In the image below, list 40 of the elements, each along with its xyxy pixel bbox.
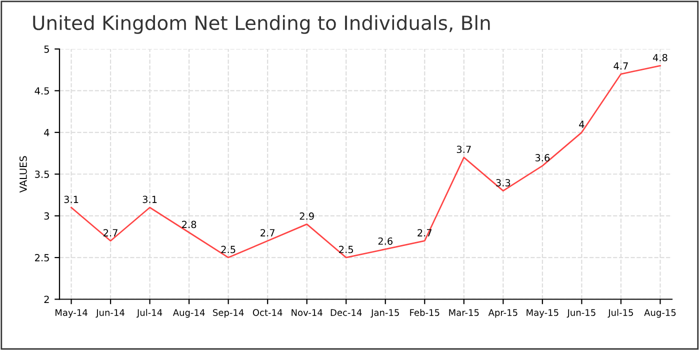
data-label: 3.1 — [142, 196, 157, 204]
chart-title: United Kingdom Net Lending to Individuals, Bln — [33, 15, 490, 34]
data-label: 3.6 — [535, 154, 550, 162]
data-label: 2.6 — [378, 237, 392, 245]
x-tick-label: May-14 — [56, 309, 88, 318]
y-tick-label: 3 — [44, 212, 49, 220]
data-label: 4.8 — [652, 54, 668, 62]
y-tick-label: 2.5 — [35, 254, 49, 262]
x-tick-label: Dec-14 — [330, 309, 362, 316]
data-label: 3.1 — [64, 196, 78, 204]
x-tick-label: Feb-15 — [410, 308, 440, 316]
x-tick-label: Mar-15 — [449, 309, 479, 316]
data-label: 4 — [579, 120, 584, 128]
x-tick-label: Jul-15 — [608, 308, 633, 318]
x-tick-label: May-15 — [526, 309, 558, 318]
data-label: 2.9 — [300, 212, 314, 220]
data-label: 3.7 — [456, 146, 471, 154]
x-tick-label: Nov-14 — [292, 309, 322, 316]
y-tick-label: 2 — [44, 296, 49, 303]
x-tick-label: Jul-14 — [136, 308, 162, 318]
x-tick-label: Jun-15 — [566, 309, 596, 318]
x-tick-label: Sep-14 — [213, 309, 244, 318]
y-tick-label: 4 — [44, 129, 50, 136]
data-label: 2.7 — [104, 229, 118, 236]
x-tick-label: Jun-14 — [96, 309, 124, 318]
data-label: 2.5 — [339, 246, 353, 254]
y-tick-label: 3.5 — [35, 170, 49, 178]
data-label: 2.7 — [260, 229, 274, 236]
x-tick-label: Aug-15 — [644, 309, 676, 318]
y-axis-title: VALUES — [20, 156, 27, 193]
x-tick-label: Oct-14 — [252, 309, 282, 316]
data-label: 2.8 — [182, 220, 196, 228]
data-label: 2.5 — [221, 246, 236, 254]
y-tick-label: 5 — [44, 46, 49, 53]
x-tick-label: Aug-14 — [172, 309, 205, 318]
x-tick-label: Jan-15 — [370, 309, 399, 318]
data-label: 3.3 — [496, 179, 510, 186]
y-tick-label: 4.5 — [34, 87, 49, 95]
data-label: 4.7 — [614, 62, 628, 70]
x-tick-label: Apr-15 — [488, 309, 518, 318]
